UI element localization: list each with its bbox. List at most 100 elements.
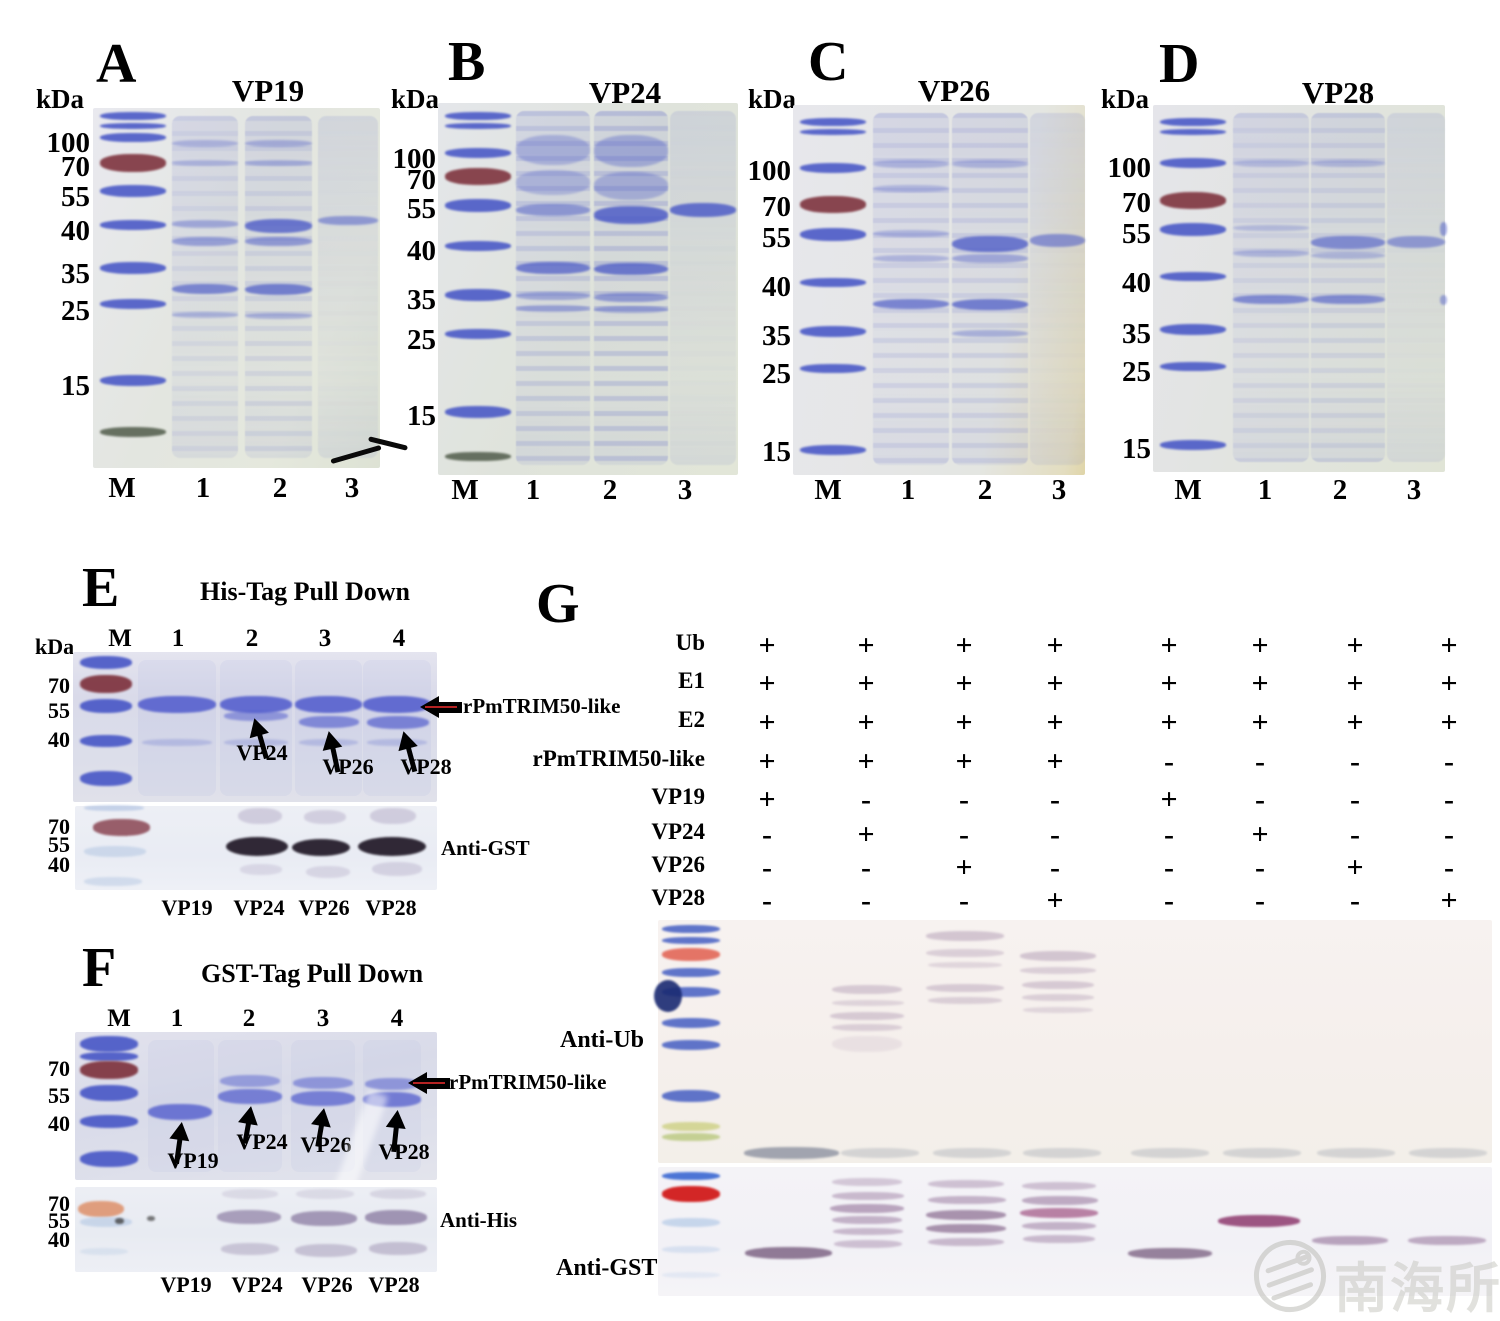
marker-label: 70 [407, 164, 436, 196]
gel-band [662, 1133, 720, 1141]
gel-band [80, 771, 132, 786]
gel-band [800, 445, 866, 455]
gel-band [594, 263, 668, 275]
protein-label: rPmTRIM50-like [449, 1070, 607, 1094]
reagent-cell: - [861, 884, 871, 917]
gel-band [1233, 295, 1309, 304]
gel-band [834, 1240, 902, 1248]
gel-band [832, 1178, 902, 1186]
lane-label: 4 [390, 1005, 404, 1032]
reagent-cell: + [758, 667, 776, 700]
gel-band [100, 262, 166, 274]
gel-band [1160, 324, 1226, 335]
marker-label: 70 [762, 191, 791, 223]
lane-label: 3 [1051, 474, 1067, 506]
gel-band [1311, 295, 1385, 304]
gel-band [926, 1210, 1006, 1220]
gel-band [224, 711, 288, 721]
reagent-cell: + [1046, 667, 1064, 700]
reagent-cell: - [1444, 745, 1454, 778]
gel-band [662, 925, 720, 933]
gel-band [1223, 1148, 1301, 1158]
gel-band [832, 1036, 902, 1052]
gel-lane-smear [138, 660, 216, 796]
blot-lane-label: VP28 [365, 895, 417, 920]
marker-label: 15 [61, 370, 90, 402]
lane-label: 3 [318, 625, 332, 652]
gel-band [172, 237, 238, 246]
reagent-cell: - [1444, 783, 1454, 816]
kda-unit-label: kDa [1101, 84, 1150, 114]
marker-label: 100 [392, 143, 437, 175]
gel-band [1022, 1222, 1096, 1230]
panel-letter: G [536, 573, 580, 635]
gel-band [1128, 1248, 1212, 1259]
reagent-cell: + [857, 818, 875, 851]
reagent-cell: - [1050, 851, 1060, 884]
gel-band [516, 135, 590, 165]
blot-antibody-label: Anti-GST [441, 836, 530, 860]
gel-band [100, 375, 166, 386]
gel-band [832, 1000, 904, 1006]
gel-band [80, 1036, 138, 1052]
gel-band [662, 1040, 720, 1050]
logo-dot [1294, 1248, 1313, 1268]
lane-label: 1 [171, 625, 185, 652]
reagent-cell: - [1444, 818, 1454, 851]
gel-band [926, 931, 1004, 941]
gel-band [306, 866, 350, 878]
gel-band [245, 284, 312, 295]
gel-band [516, 262, 590, 274]
gel-band [1408, 1236, 1486, 1245]
reagent-cell: - [1255, 783, 1265, 816]
reagent-cell: + [1046, 884, 1064, 917]
reagent-row-label: VP28 [651, 885, 705, 910]
reagent-cell: + [1160, 706, 1178, 739]
gel-band [841, 1148, 919, 1158]
gel-band [662, 1186, 720, 1202]
gel-band [800, 129, 866, 135]
marker-label: 70 [48, 1191, 70, 1216]
marker-label: 70 [48, 1056, 70, 1081]
gel-band [800, 278, 866, 287]
gel-lane-smear [1311, 113, 1385, 462]
gel-band [80, 1085, 138, 1101]
gel-lane-smear [952, 113, 1028, 465]
lane-label: 2 [272, 472, 288, 504]
reagent-cell: - [1444, 851, 1454, 884]
marker-label: 40 [48, 1111, 70, 1136]
gel-band [172, 140, 238, 147]
blot-lane-label: VP26 [301, 1272, 353, 1297]
reagent-row-label: E2 [678, 707, 705, 732]
reagent-cell: + [1046, 745, 1064, 778]
gel-band [245, 237, 312, 246]
gel-band [84, 846, 146, 857]
gel-band [1311, 236, 1385, 249]
gel-band [445, 406, 511, 418]
reagent-cell: + [955, 667, 973, 700]
reagent-row-label: VP19 [651, 784, 705, 809]
gel-band [1387, 236, 1445, 248]
gel-band [445, 289, 511, 301]
gel-band [832, 1192, 904, 1200]
reagent-cell: + [758, 629, 776, 662]
kda-unit-label: kDa [36, 84, 85, 114]
lane-label: 2 [245, 625, 259, 652]
panel-title: His-Tag Pull Down [200, 577, 410, 606]
gel-band [662, 987, 720, 997]
gel-band [832, 1216, 902, 1224]
gel-band [800, 326, 866, 337]
gel-band [172, 160, 238, 166]
gel-band [933, 1148, 1011, 1158]
reagent-cell: + [1440, 629, 1458, 662]
marker-label: 70 [61, 151, 90, 183]
reagent-cell: + [1440, 667, 1458, 700]
band-arrow-label: VP24 [236, 740, 288, 765]
gel-band [245, 219, 312, 233]
lane-label: 3 [677, 474, 693, 506]
reagent-cell: + [1160, 629, 1178, 662]
reagent-cell: - [1255, 884, 1265, 917]
marker-label: 55 [407, 193, 436, 225]
gel-band [80, 1151, 138, 1167]
blot-lane-label: VP24 [231, 1272, 283, 1297]
